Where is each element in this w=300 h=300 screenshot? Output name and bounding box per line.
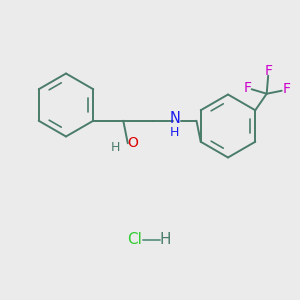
Text: H: H: [110, 141, 120, 154]
Text: Cl: Cl: [128, 232, 142, 247]
Text: H: H: [159, 232, 171, 247]
Text: O: O: [128, 136, 139, 150]
Text: F: F: [283, 82, 290, 96]
Text: H: H: [170, 126, 180, 139]
Text: N: N: [169, 111, 180, 126]
Text: F: F: [264, 64, 272, 78]
Text: F: F: [244, 81, 251, 95]
